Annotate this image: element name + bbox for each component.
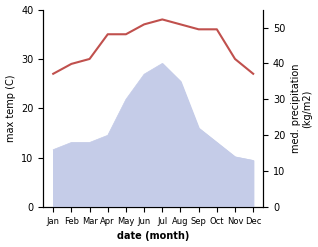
Y-axis label: med. precipitation
(kg/m2): med. precipitation (kg/m2) bbox=[291, 64, 313, 153]
X-axis label: date (month): date (month) bbox=[117, 231, 190, 242]
Y-axis label: max temp (C): max temp (C) bbox=[5, 75, 16, 142]
